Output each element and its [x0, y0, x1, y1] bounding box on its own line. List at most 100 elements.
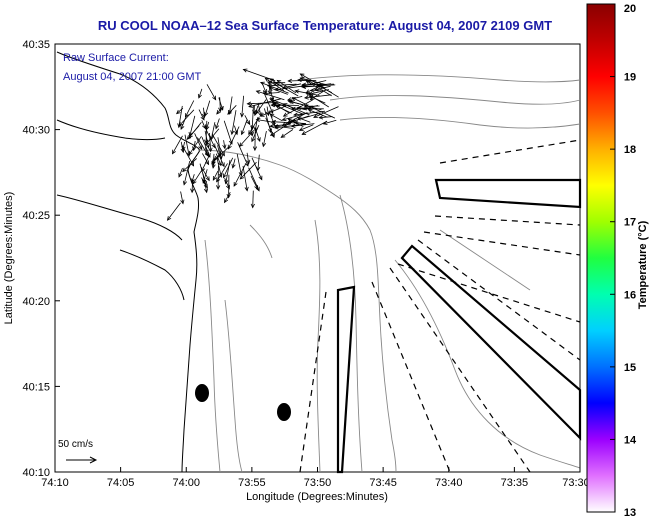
current-vector-head [269, 123, 275, 128]
current-vector-head [224, 179, 229, 185]
current-vector-head [200, 115, 205, 121]
current-vector-head [254, 185, 259, 190]
current-vector-head [307, 109, 313, 113]
current-vector-head [227, 144, 232, 150]
current-vector [178, 168, 183, 178]
current-vector [215, 153, 222, 166]
current-vector [309, 95, 326, 104]
y-axis-ticks: 40:10 40:15 40:20 40:25 40:30 40:35 [22, 39, 60, 479]
current-vector [308, 105, 336, 119]
current-vector-head [305, 89, 311, 94]
current-vector [261, 82, 267, 94]
current-vector [292, 112, 321, 122]
current-vector [201, 155, 210, 172]
current-vector [260, 106, 286, 117]
current-vector [192, 170, 202, 185]
marker-circle [195, 384, 209, 402]
x-tick-label: 73:35 [501, 477, 529, 489]
current-vector [302, 120, 328, 135]
x-axis-ticks: 74:10 74:05 74:00 73:55 73:50 73:45 73:40 73:35… [41, 467, 590, 489]
current-vector [271, 100, 303, 115]
current-vector [288, 100, 313, 108]
colorbar-tick-label: 19 [624, 72, 636, 84]
current-vector-head [205, 176, 210, 182]
bathymetry-contours [197, 74, 581, 473]
current-vector [216, 163, 228, 182]
current-vector-head [233, 181, 238, 187]
current-vector-head [246, 101, 252, 106]
current-vector-head [242, 68, 248, 73]
colorbar-tick-label: 20 [624, 3, 636, 15]
current-vector [300, 73, 326, 89]
scale-label: 50 cm/s [58, 439, 93, 450]
current-vector-head [213, 155, 219, 161]
current-vector [189, 115, 196, 137]
current-vector-head [205, 160, 210, 166]
current-vector-head [238, 142, 244, 148]
current-vector-head [206, 152, 211, 158]
current-vector-head [182, 167, 187, 173]
current-vector-head [219, 105, 224, 111]
current-vector [268, 110, 275, 126]
current-vector-head [175, 109, 181, 115]
current-vector [266, 106, 269, 116]
current-vector [257, 154, 260, 171]
colorbar-tick-label: 16 [624, 289, 636, 301]
x-tick-label: 73:55 [238, 477, 266, 489]
current-vector [231, 110, 237, 135]
current-vector-head [269, 109, 274, 114]
y-tick-label: 40:25 [22, 210, 50, 222]
current-vector-head [273, 81, 279, 86]
current-vector-head [267, 90, 272, 95]
current-vector-head [293, 120, 299, 125]
current-vector-head [271, 120, 276, 126]
current-vector [241, 119, 248, 135]
current-vector-head [252, 109, 257, 115]
current-vector [274, 123, 305, 129]
current-vector [270, 119, 296, 136]
current-vector-head [298, 127, 304, 131]
current-vector [236, 153, 242, 176]
x-tick-label: 73:50 [304, 477, 332, 489]
current-vector [310, 90, 324, 100]
colorbar-ticks: 13 14 15 16 17 18 19 20 [610, 3, 637, 518]
current-vector [282, 83, 302, 89]
current-vector-head [231, 163, 236, 169]
current-vector [232, 158, 236, 169]
current-vector-head [190, 161, 195, 167]
x-axis-label: Longitude (Degrees:Minutes) [246, 491, 388, 503]
marker-circle [277, 403, 291, 421]
current-vector [264, 108, 272, 133]
current-vector-head [296, 105, 302, 111]
current-vector [317, 84, 339, 98]
current-vector-head [301, 130, 307, 135]
current-vector [182, 141, 185, 151]
current-vector-head [299, 73, 305, 78]
x-tick-label: 73:45 [369, 477, 397, 489]
current-vector [242, 165, 248, 191]
current-vector-head [268, 86, 274, 91]
current-vector-head [244, 186, 249, 192]
current-vector [276, 105, 292, 114]
current-vector-head [267, 128, 272, 134]
current-vector-head [282, 103, 288, 108]
current-vector-head [273, 125, 279, 130]
current-vector [269, 78, 288, 91]
x-tick-label: 74:00 [172, 477, 200, 489]
current-vector [197, 137, 209, 157]
current-vector-head [216, 177, 221, 183]
current-vector-head [216, 185, 221, 190]
scale-arrow [66, 456, 98, 464]
current-vector [283, 103, 310, 116]
current-vector [182, 158, 197, 172]
current-vector [298, 79, 317, 82]
current-vector [184, 134, 190, 156]
current-vector [308, 89, 329, 95]
current-vector-head [270, 103, 276, 108]
colorbar-label: Temperature (°C) [637, 220, 649, 309]
current-vector [188, 135, 202, 156]
current-vector [251, 124, 260, 142]
y-tick-label: 40:10 [22, 467, 50, 479]
current-vector-head [190, 188, 195, 194]
